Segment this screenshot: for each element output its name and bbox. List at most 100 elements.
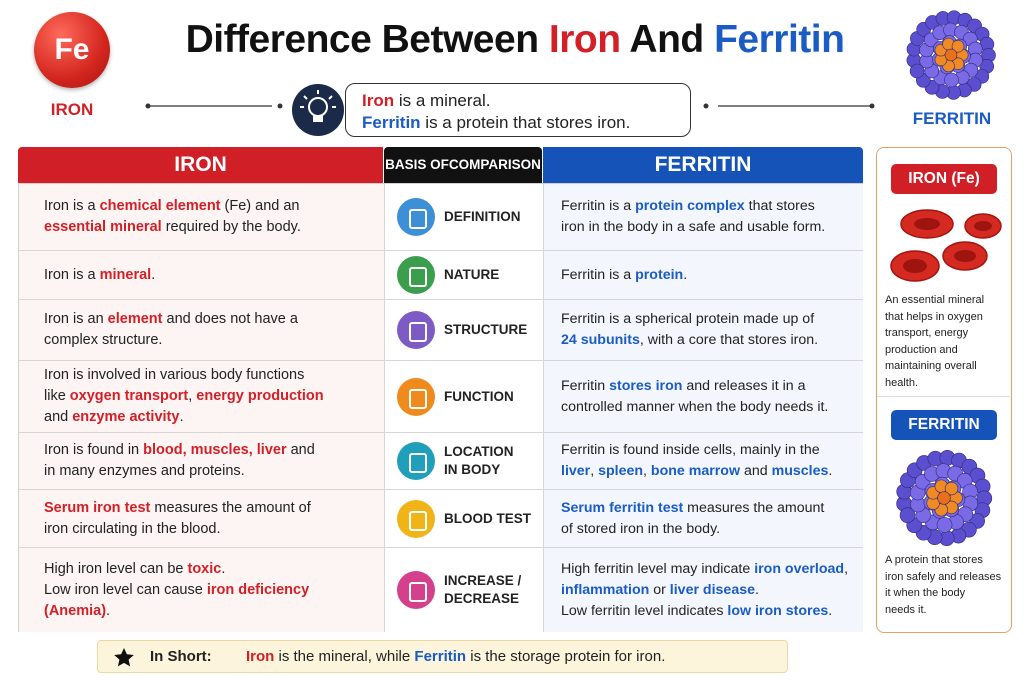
text-line: it when the body [885, 585, 1001, 602]
iron-cell: Iron is involved in various body functio… [19, 361, 384, 433]
molecule-label: FERRITIN [912, 109, 992, 128]
highlight: enzyme activity [72, 409, 180, 425]
highlight: inflammation [561, 581, 650, 598]
basis-cell: STRUCTURE [384, 300, 544, 361]
highlight: element [107, 311, 163, 327]
sidebar: IRON (Fe) An essential mineral that helps… [876, 147, 1012, 633]
callout: Iron is a mineral. Ferritin is a protein … [345, 83, 691, 137]
basis-cell: BLOOD TEST [384, 490, 544, 548]
iron-cell: Serum iron test measures the amount of ir… [19, 490, 384, 548]
molecule-bead [951, 39, 965, 53]
highlight: protein [635, 266, 684, 283]
highlight: Ferritin [362, 113, 421, 132]
text-run: , [590, 463, 599, 479]
text-run: measures the amount of [150, 499, 311, 516]
highlight: muscles [771, 463, 829, 479]
text-line: COMPARISON [448, 157, 541, 172]
text-line: BASIS OF [385, 157, 449, 172]
row-icon [397, 256, 435, 294]
highlight: stores iron [609, 377, 683, 394]
text-line: Iron is a chemical element (Fe) and an [44, 196, 384, 217]
ferritin-cell: Serum ferritin test measures the amount o… [544, 490, 863, 548]
text-run: iron safely and releases [885, 570, 1002, 583]
header-basis: BASIS OF COMPARISON [384, 147, 542, 183]
highlight: bone marrow [650, 463, 741, 479]
text-run: Low ferritin level indicates [561, 602, 728, 619]
text-run: . [106, 602, 111, 619]
iron-cell: Iron is a chemical element (Fe) and an es… [19, 184, 384, 251]
text-line: High ferritin level may indicate iron ov… [561, 559, 863, 580]
header-decor [145, 10, 996, 109]
text-run: . [179, 409, 184, 425]
text-run: health. [885, 376, 919, 389]
iron-cell: Iron is found in blood, muscles, liver a… [19, 433, 384, 490]
ferritin-molecule [906, 10, 996, 100]
fe-badge: Fe [34, 12, 110, 88]
text-line: Iron is the mineral, while Ferritin is t… [246, 648, 665, 665]
text-run: that stores [744, 198, 815, 214]
highlight: Ferritin [414, 648, 467, 665]
text-run: , [188, 388, 197, 404]
highlight: blood, muscles, liver [143, 442, 287, 458]
highlight: oxygen transport [69, 388, 189, 404]
dot [277, 103, 283, 109]
text-line: INCREASE / [444, 573, 522, 588]
text-run: Ferritin [561, 377, 610, 394]
molecule-bead [899, 507, 916, 523]
text-run: Iron is an [44, 311, 108, 327]
highlight: Iron [362, 91, 395, 110]
text-run: and does not have a [162, 311, 298, 327]
dot [869, 103, 875, 109]
text-line: like oxygen transport, energy production [44, 386, 384, 407]
highlight: toxic [187, 560, 222, 577]
text-line: Ferritin is a spherical protein made up … [561, 309, 863, 330]
highlight: 24 subunits [561, 332, 640, 348]
text-run: . [754, 581, 759, 598]
text-line: production and [885, 342, 984, 359]
text-run: Iron is involved in various body functio… [44, 367, 305, 383]
row-icon [397, 377, 435, 416]
ferritin-molecule-small [896, 450, 993, 547]
text-line: maintaining overall [885, 358, 984, 375]
text-line: of stored iron in the body. [561, 519, 863, 540]
row-icon [397, 311, 435, 349]
text-line: Iron is found in blood, muscles, liver a… [44, 440, 384, 461]
text-line: Serum iron test measures the amount of [44, 498, 384, 519]
text-run: that helps in oxygen [885, 310, 983, 323]
highlight: Ferritin [714, 18, 845, 61]
ferritin-cell: Ferritin is a protein. [544, 251, 863, 300]
text-run: An essential mineral [885, 294, 985, 306]
text-line: Difference Between Iron And Ferritin [120, 18, 910, 62]
summary: In Short: Iron is the mineral, while Fer… [97, 640, 788, 673]
text-line: complex structure. [44, 330, 384, 351]
ferritin-cell: High ferritin level may indicate iron ov… [544, 548, 863, 632]
row-icon [397, 442, 435, 480]
molecule-bead [937, 491, 951, 505]
highlight: low iron stores [727, 602, 829, 619]
basis-cell: DEFINITION [384, 184, 544, 251]
highlight: mineral [99, 266, 152, 283]
sidebar-iron-text: An essential mineral that helps in oxygen… [885, 292, 984, 391]
text-line: Ferritin is found inside cells, mainly i… [561, 440, 863, 461]
text-run: High iron level can be [44, 560, 188, 577]
text-run: . [151, 266, 156, 283]
highlight: protein complex [635, 198, 745, 214]
text-run: or [649, 581, 670, 598]
divider [877, 396, 1010, 397]
row-icon [397, 499, 435, 538]
text-run: production and [885, 343, 958, 356]
text-run: A protein that stores [885, 554, 983, 566]
text-run: Low iron level can cause [44, 581, 207, 598]
text-line: NATURE [444, 267, 500, 282]
text-line: essential mineral required by the body. [44, 217, 384, 238]
sidebar-iron-label: IRON (Fe) [891, 164, 997, 194]
text-line: Ferritin is a protein complex that store… [561, 196, 863, 217]
molecule-bead [944, 72, 959, 88]
text-run: (Fe) and an [220, 198, 300, 214]
molecule-bead [936, 517, 953, 533]
bulb-icon [292, 84, 344, 136]
text-line: needs it. [885, 602, 1001, 619]
bulb-glyph [300, 90, 336, 122]
ferritin-cell: Ferritin is a spherical protein made up … [544, 300, 863, 361]
text-line: IN BODY [444, 462, 501, 477]
